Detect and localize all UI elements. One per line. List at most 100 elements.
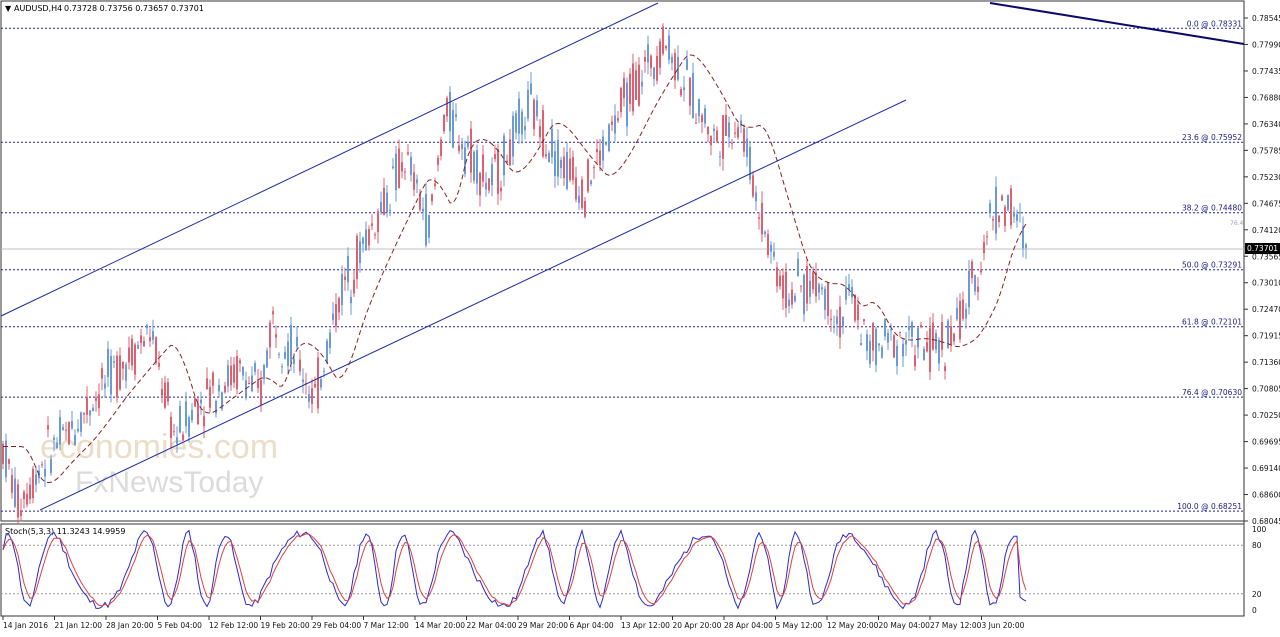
candle-body [89, 410, 91, 416]
candle-body [602, 136, 604, 161]
candle-body [980, 270, 982, 273]
candle-body [923, 348, 925, 360]
candle-body [188, 417, 190, 437]
candle-body [125, 364, 127, 381]
candle-body [80, 412, 82, 432]
candle-body [56, 442, 58, 448]
candle-body [44, 468, 46, 477]
candle-body [287, 341, 289, 366]
candle-body [128, 347, 130, 363]
candle-body [176, 437, 178, 444]
indicator-tick-label: 100 [1252, 525, 1267, 534]
price-tick-label: 0.73565 [1252, 252, 1280, 261]
candle-body [500, 187, 502, 192]
candle-body [701, 115, 703, 122]
candle-body [506, 160, 508, 163]
indicator-tick-label: 0 [1252, 606, 1257, 615]
candle-body [230, 365, 232, 386]
candle-body [47, 425, 49, 430]
candle-body [818, 284, 820, 293]
candle-body [248, 382, 250, 385]
candle-body [518, 98, 520, 134]
fib-level-label: 23.6 @ 0.75952 [1182, 133, 1242, 142]
candle-body [611, 121, 613, 125]
candle-body [1004, 206, 1006, 226]
candle-body [416, 179, 418, 184]
candle-body [386, 192, 388, 213]
candle-body [674, 52, 676, 81]
time-tick-label: 27 May 12:00 [930, 621, 982, 630]
candle-body [317, 357, 319, 409]
candle-body [1013, 212, 1015, 217]
candle-body [428, 214, 430, 238]
channel-upper-line[interactable] [0, 2, 659, 317]
candle-body [638, 64, 640, 106]
candle-body [449, 91, 451, 132]
candle-body [197, 403, 199, 424]
candle-body [608, 124, 610, 151]
candle-body [401, 162, 403, 172]
price-tick-label: 0.75230 [1252, 173, 1280, 182]
candle-body [1016, 214, 1018, 221]
time-tick-label: 20 May 04:00 [879, 621, 931, 630]
candle-body [35, 474, 37, 485]
candle-body [26, 493, 28, 505]
time-tick-label: 19 Feb 20:00 [261, 621, 310, 630]
candle-body [716, 130, 718, 142]
candle-body [254, 363, 256, 372]
candle-body [725, 115, 727, 136]
candle-body [251, 375, 253, 392]
candle-body [845, 286, 847, 300]
candle-body [896, 345, 898, 367]
downtrend-line[interactable] [989, 2, 1245, 45]
candle-body [98, 394, 100, 409]
candle-body [941, 322, 943, 350]
candle-body [671, 57, 673, 63]
candle-body [488, 178, 490, 191]
candle-body [1007, 195, 1009, 211]
time-tick-label: 20 Apr 20:00 [673, 621, 722, 630]
fibonacci-levels[interactable]: 0.0 @ 0.78331 23.6 @ 0.75952 38.2 @ 0.7448… [1, 19, 1244, 512]
candle-body [938, 339, 940, 364]
stochastic-signal-line [2, 533, 1027, 607]
time-tick-label: 5 Feb 04:00 [158, 621, 203, 630]
price-axis[interactable]: 0.78545 0.77990 0.77435 0.76880 0.76340 0.757… [1244, 14, 1280, 526]
candle-body [536, 100, 538, 117]
channel-lower-line[interactable] [39, 99, 907, 511]
candle-body [743, 128, 745, 152]
candle-body [614, 115, 616, 134]
time-tick-label: 3 Jun 20:00 [982, 621, 1025, 630]
candle-body [584, 201, 586, 217]
candle-body [575, 177, 577, 200]
candle-body [695, 122, 697, 124]
candle-body [413, 172, 415, 190]
candle-body [947, 320, 949, 348]
candle-body [893, 335, 895, 358]
indicator-header: Stoch(5,3,3) 11.3243 14.9959 [5, 527, 125, 536]
symbol-header-arrow[interactable]: ▼ [5, 4, 12, 13]
candle-body [842, 316, 844, 326]
trend-channel[interactable] [0, 2, 1245, 511]
candle-body [986, 236, 988, 238]
candle-body [392, 166, 394, 169]
candlesticks [2, 23, 1027, 524]
candle-body [23, 491, 25, 500]
watermark-line2: FxNewsToday [75, 466, 263, 499]
price-tick-label: 0.75785 [1252, 146, 1280, 155]
price-tick-label: 0.69140 [1252, 464, 1280, 473]
candle-body [791, 289, 793, 305]
candle-body [191, 410, 193, 421]
candle-body [968, 270, 970, 308]
candle-body [83, 412, 85, 415]
candle-body [419, 194, 421, 210]
candle-body [935, 333, 937, 350]
candle-body [11, 475, 13, 493]
candle-body [773, 251, 775, 257]
candle-body [152, 331, 154, 340]
candle-body [86, 397, 88, 415]
time-axis[interactable]: 14 Jan 2016 21 Jan 12:00 28 Jan 20:00 5 Feb… [2, 616, 1025, 630]
price-tick-label: 0.76340 [1252, 120, 1280, 129]
candle-body [266, 350, 268, 368]
